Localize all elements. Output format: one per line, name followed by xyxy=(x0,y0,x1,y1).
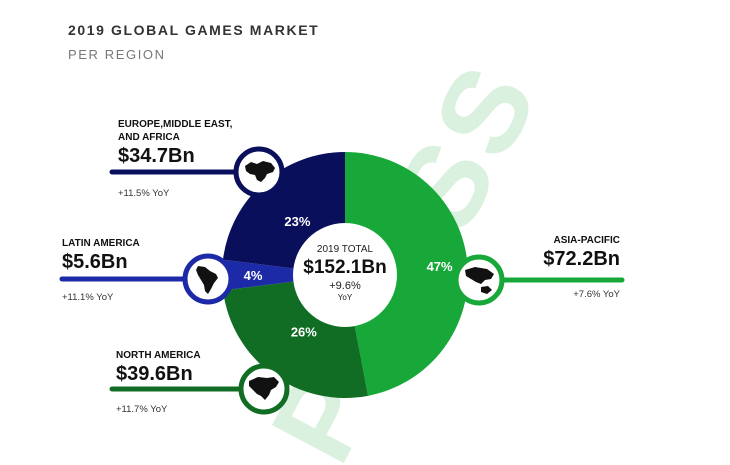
slice-latin-america xyxy=(222,259,345,291)
total-title: 2019 TOTAL xyxy=(316,244,374,255)
chart-subtitle: PER REGION xyxy=(68,47,166,62)
region-value: $39.6Bn xyxy=(116,363,193,385)
slice-label-emea: 23% xyxy=(284,214,310,229)
region-yoy: +11.7% YoY xyxy=(116,404,168,415)
total-value: $152.1Bn xyxy=(303,257,387,278)
region-value: $72.2Bn xyxy=(543,248,620,270)
region-yoy: +11.1% YoY xyxy=(62,292,114,303)
slice-asia-pacific xyxy=(345,152,468,396)
region-name: ASIA-PACIFIC xyxy=(553,235,620,246)
total-summary: 2019 TOTAL $152.1Bn +9.6% YoY xyxy=(296,243,394,303)
region-asia-pacific: ASIA-PACIFIC $72.2Bn +7.6% YoY xyxy=(520,234,620,301)
south-america-map-icon xyxy=(182,253,234,305)
total-growth: +9.6% xyxy=(329,280,361,292)
region-north-america: NORTH AMERICA $39.6Bn +11.7% YoY xyxy=(116,349,236,416)
center-hole xyxy=(293,223,397,327)
chart-title: 2019 GLOBAL GAMES MARKET xyxy=(68,22,320,38)
region-latin-america: LATIN AMERICA $5.6Bn +11.1% YoY xyxy=(62,237,182,304)
region-name: EUROPE,MIDDLE EAST, AND AFRICA xyxy=(118,119,233,143)
north-america-map-icon xyxy=(238,363,290,415)
region-value: $5.6Bn xyxy=(62,251,128,273)
region-name: LATIN AMERICA xyxy=(62,238,140,249)
region-name: NORTH AMERICA xyxy=(116,350,201,361)
europe-africa-map-icon xyxy=(233,146,285,198)
total-growth-unit: YoY xyxy=(337,293,353,302)
region-emea: EUROPE,MIDDLE EAST, AND AFRICA $34.7Bn +… xyxy=(118,118,238,200)
slice-label-latin-america: 4% xyxy=(244,268,263,283)
region-yoy: +7.6% YoY xyxy=(573,289,620,300)
asia-pacific-map-icon xyxy=(453,254,505,306)
region-value: $34.7Bn xyxy=(118,145,195,167)
slice-label-north-america: 26% xyxy=(291,325,317,340)
slice-label-asia-pacific: 47% xyxy=(427,259,453,274)
header: 2019 GLOBAL GAMES MARKET PER REGION xyxy=(68,22,319,62)
region-yoy: +11.5% YoY xyxy=(118,188,170,199)
